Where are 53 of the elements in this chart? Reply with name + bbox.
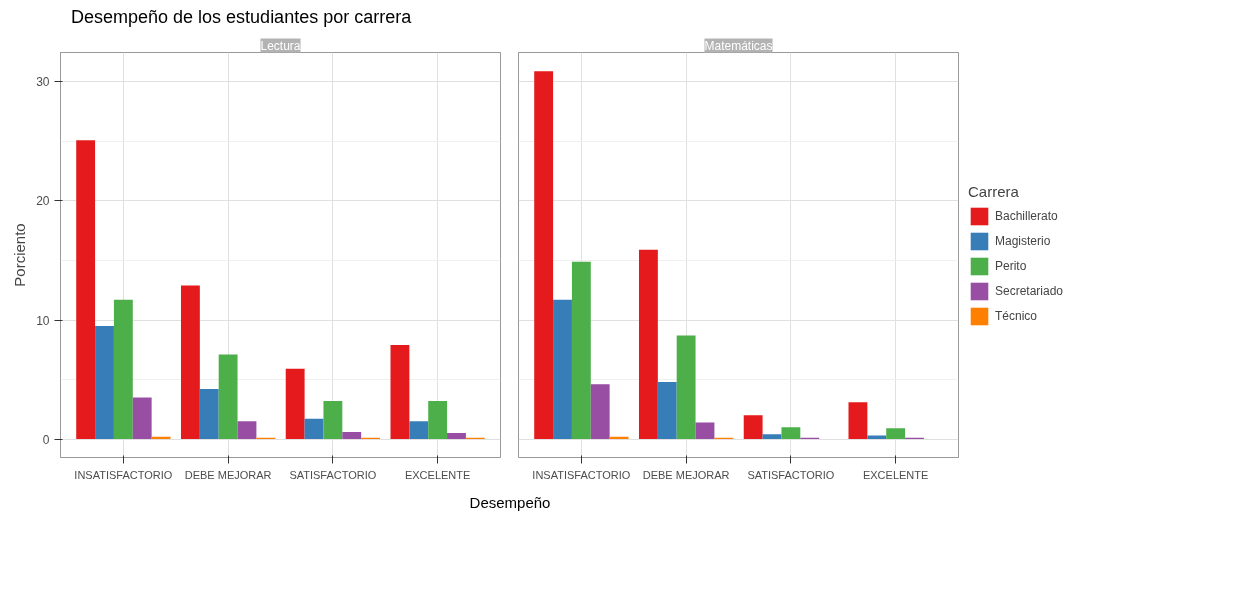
x-tick-label: INSATISFACTORIO <box>532 468 631 481</box>
x-tick-label: DEBE MEJORAR <box>642 468 730 481</box>
y-tick-label: 20 <box>36 194 50 209</box>
legend-label: Técnico <box>995 308 1038 323</box>
bar <box>657 381 677 440</box>
bar <box>304 418 324 440</box>
bar <box>447 433 466 440</box>
bar <box>695 422 715 440</box>
bar <box>428 400 448 440</box>
bar <box>409 421 429 440</box>
legend-title: Carrera <box>968 182 1020 200</box>
x-tick-label: SATISFACTORIO <box>289 468 377 481</box>
bar <box>218 354 238 440</box>
bar <box>867 435 887 440</box>
legend-label: Perito <box>995 258 1027 273</box>
bar <box>76 140 96 440</box>
bar <box>886 428 906 440</box>
chart-subtitle: Lectura <box>260 38 301 53</box>
x-axis-title: Desempeño <box>469 493 551 513</box>
y-tick-label: 0 <box>42 432 50 447</box>
bar <box>95 325 114 440</box>
x-tick-label: EXCELENTE <box>404 468 471 481</box>
bar <box>676 335 696 440</box>
chart-subtitle: Matemáticas <box>704 38 773 53</box>
x-tick-label: DEBE MEJORAR <box>184 468 272 481</box>
bar <box>534 71 554 440</box>
bar <box>199 389 219 440</box>
bar <box>762 434 782 440</box>
y-axis-title: Porciento <box>11 223 29 287</box>
bar <box>132 397 152 440</box>
legend-label: Bachillerato <box>995 208 1058 223</box>
bar <box>553 299 572 440</box>
x-tick-label: INSATISFACTORIO <box>74 468 173 481</box>
x-tick-label: EXCELENTE <box>862 468 929 481</box>
bar <box>390 345 410 440</box>
chart-title: Desempeño de los estudiantes por carrera <box>71 6 412 29</box>
bar <box>180 285 200 440</box>
legend-label: Magisterio <box>995 233 1051 248</box>
bar <box>848 402 868 440</box>
bar <box>571 261 591 440</box>
bar <box>323 400 343 440</box>
bar <box>342 431 362 440</box>
bar <box>781 427 801 440</box>
bar <box>285 368 305 440</box>
y-tick-label: 10 <box>36 313 50 328</box>
bar <box>113 299 133 440</box>
y-tick-label: 30 <box>36 75 50 90</box>
x-tick-label: SATISFACTORIO <box>747 468 835 481</box>
bar <box>743 415 763 440</box>
bar <box>638 249 658 440</box>
legend-label: Secretariado <box>995 283 1064 298</box>
bar <box>237 421 257 440</box>
bar <box>590 384 610 440</box>
